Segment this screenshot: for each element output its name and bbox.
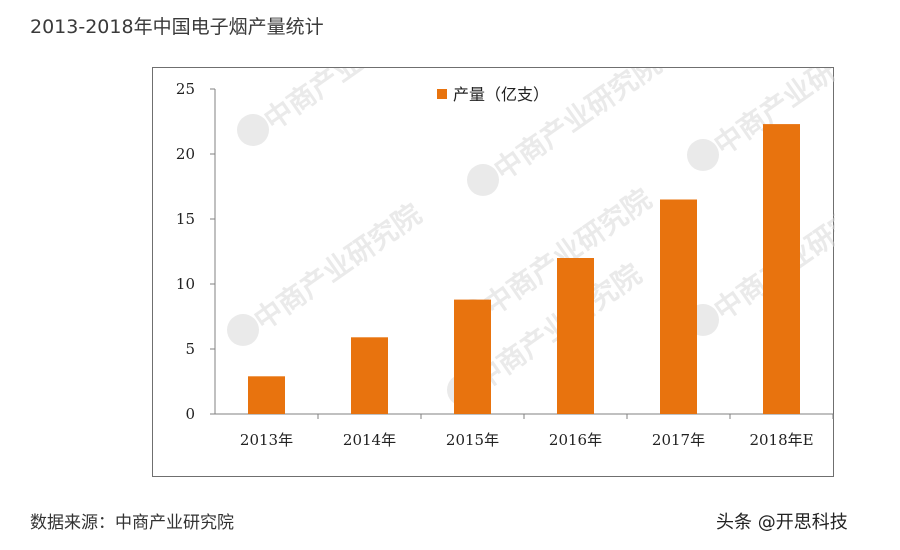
y-ticks: 0 5 10 15 20 25 (176, 80, 215, 423)
x-tick-label: 2018年E (749, 431, 813, 449)
chart-frame: 中商产业研究院中商产业研究院中商产业研究院中商产业研究院中商产业研究院中商产业研… (152, 67, 835, 477)
bar (351, 337, 388, 414)
watermark-text: 中商产业研究院 (248, 197, 427, 336)
legend: 产量（亿支） (437, 85, 549, 104)
bar (454, 299, 491, 414)
y-tick-label: 25 (176, 80, 195, 98)
watermark-logo (467, 164, 499, 196)
watermark-logo (237, 114, 269, 146)
x-tick-labels: 2013年 2014年 2015年 2016年 2017年 2018年E (240, 414, 834, 449)
y-tick-label: 15 (176, 210, 195, 228)
y-tick-label: 20 (176, 145, 195, 163)
bar-chart: 中商产业研究院中商产业研究院中商产业研究院中商产业研究院中商产业研究院中商产业研… (176, 68, 835, 449)
x-tick-label: 2013年 (240, 431, 293, 449)
bar (763, 124, 800, 414)
x-tick-label: 2014年 (343, 431, 396, 449)
y-tick-label: 0 (185, 405, 195, 423)
x-tick-label: 2016年 (549, 431, 602, 449)
y-tick-label: 5 (185, 340, 195, 358)
legend-label: 产量（亿支） (453, 85, 549, 104)
author-credit: 头条 @开思科技 (716, 512, 848, 533)
watermark-layer: 中商产业研究院中商产业研究院中商产业研究院中商产业研究院中商产业研究院中商产业研… (227, 68, 835, 406)
page-title: 2013-2018年中国电子烟产量统计 (30, 16, 324, 38)
bar (660, 199, 697, 414)
watermark-text: 中商产业研究院 (258, 68, 437, 137)
watermark-logo (687, 139, 719, 171)
source-note: 数据来源：中商产业研究院 (30, 513, 234, 533)
bar (248, 376, 285, 414)
watermark-logo (227, 314, 259, 346)
bars (248, 124, 800, 414)
bar (557, 258, 594, 414)
legend-swatch (437, 89, 447, 99)
y-tick-label: 10 (176, 275, 195, 293)
x-tick-label: 2017年 (652, 431, 705, 449)
x-tick-label: 2015年 (446, 431, 499, 449)
